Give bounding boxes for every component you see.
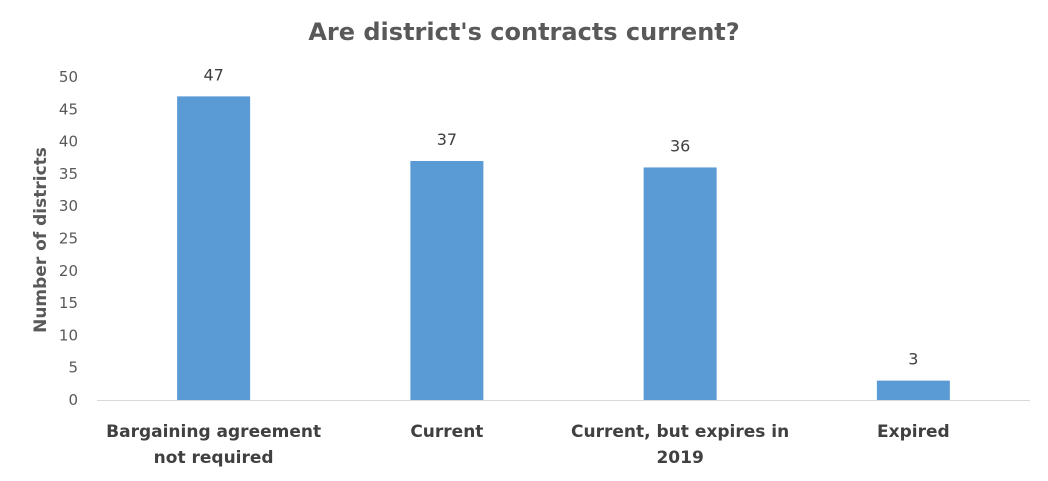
data-label: 3 (908, 350, 918, 369)
chart-title: Are district's contracts current? (308, 18, 739, 46)
bar (410, 160, 484, 400)
bar (876, 380, 950, 400)
y-tick-label: 5 (68, 359, 78, 377)
y-tick-label: 10 (59, 326, 78, 344)
y-axis-ticks: 0 5 10 15 20 25 30 35 40 45 50 (59, 68, 78, 409)
y-tick-label: 40 (59, 133, 78, 151)
data-label: 36 (670, 136, 690, 155)
y-tick-label: 20 (59, 262, 78, 280)
data-labels: 47 37 36 3 (203, 65, 918, 368)
y-tick-label: 45 (59, 100, 78, 118)
y-tick-label: 35 (59, 165, 78, 183)
x-tick-label: Current (410, 422, 483, 442)
x-tick-label: Current, but expires in 2019 (571, 422, 789, 468)
y-tick-label: 30 (59, 197, 78, 215)
x-tick-label: Expired (877, 422, 950, 442)
bar (177, 96, 251, 400)
x-axis-ticks: Bargaining agreement not required Current C… (106, 422, 950, 468)
x-tick-label: Bargaining agreement not required (106, 422, 321, 468)
bars (177, 96, 950, 400)
y-tick-label: 50 (59, 68, 78, 86)
y-tick-label: 25 (59, 230, 78, 248)
y-axis-label: Number of districts (31, 147, 51, 333)
y-tick-label: 0 (68, 391, 78, 409)
y-tick-label: 15 (59, 294, 78, 312)
data-label: 37 (437, 130, 457, 149)
bar (643, 167, 717, 400)
data-label: 47 (203, 65, 223, 84)
